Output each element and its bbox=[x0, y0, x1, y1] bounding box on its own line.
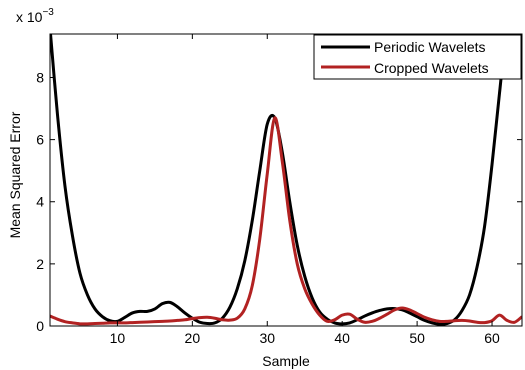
y-axis-exponent: x 10−3 bbox=[16, 7, 54, 25]
x-tick-label: 10 bbox=[110, 330, 126, 346]
y-tick-label: 8 bbox=[36, 69, 44, 85]
series-line-periodic bbox=[50, 34, 508, 326]
legend-label-cropped: Cropped Wavelets bbox=[374, 60, 489, 76]
x-tick-label: 30 bbox=[259, 330, 275, 346]
series-line-cropped bbox=[50, 116, 522, 326]
x-axis-ticks: 10 20 30 40 50 60 bbox=[110, 34, 500, 346]
legend-label-periodic: Periodic Wavelets bbox=[374, 39, 486, 55]
y-tick-label: 2 bbox=[36, 256, 44, 272]
legend-box bbox=[313, 34, 522, 80]
legend: Periodic Wavelets Cropped Wavelets bbox=[313, 34, 522, 80]
x-tick-label: 50 bbox=[409, 330, 425, 346]
y-axis-ticks: 0 2 4 6 8 bbox=[36, 69, 522, 334]
plot-lines bbox=[50, 34, 522, 326]
y-axis-label: Mean Squared Error bbox=[7, 111, 23, 238]
x-tick-label: 40 bbox=[334, 330, 350, 346]
x-tick-label: 20 bbox=[185, 330, 201, 346]
y-tick-label: 6 bbox=[36, 132, 44, 148]
x-tick-label: 60 bbox=[484, 330, 500, 346]
x-axis-label: Sample bbox=[262, 353, 310, 369]
plot-frame bbox=[49, 33, 523, 327]
y-tick-label: 4 bbox=[36, 194, 44, 210]
y-tick-label: 0 bbox=[36, 318, 44, 334]
